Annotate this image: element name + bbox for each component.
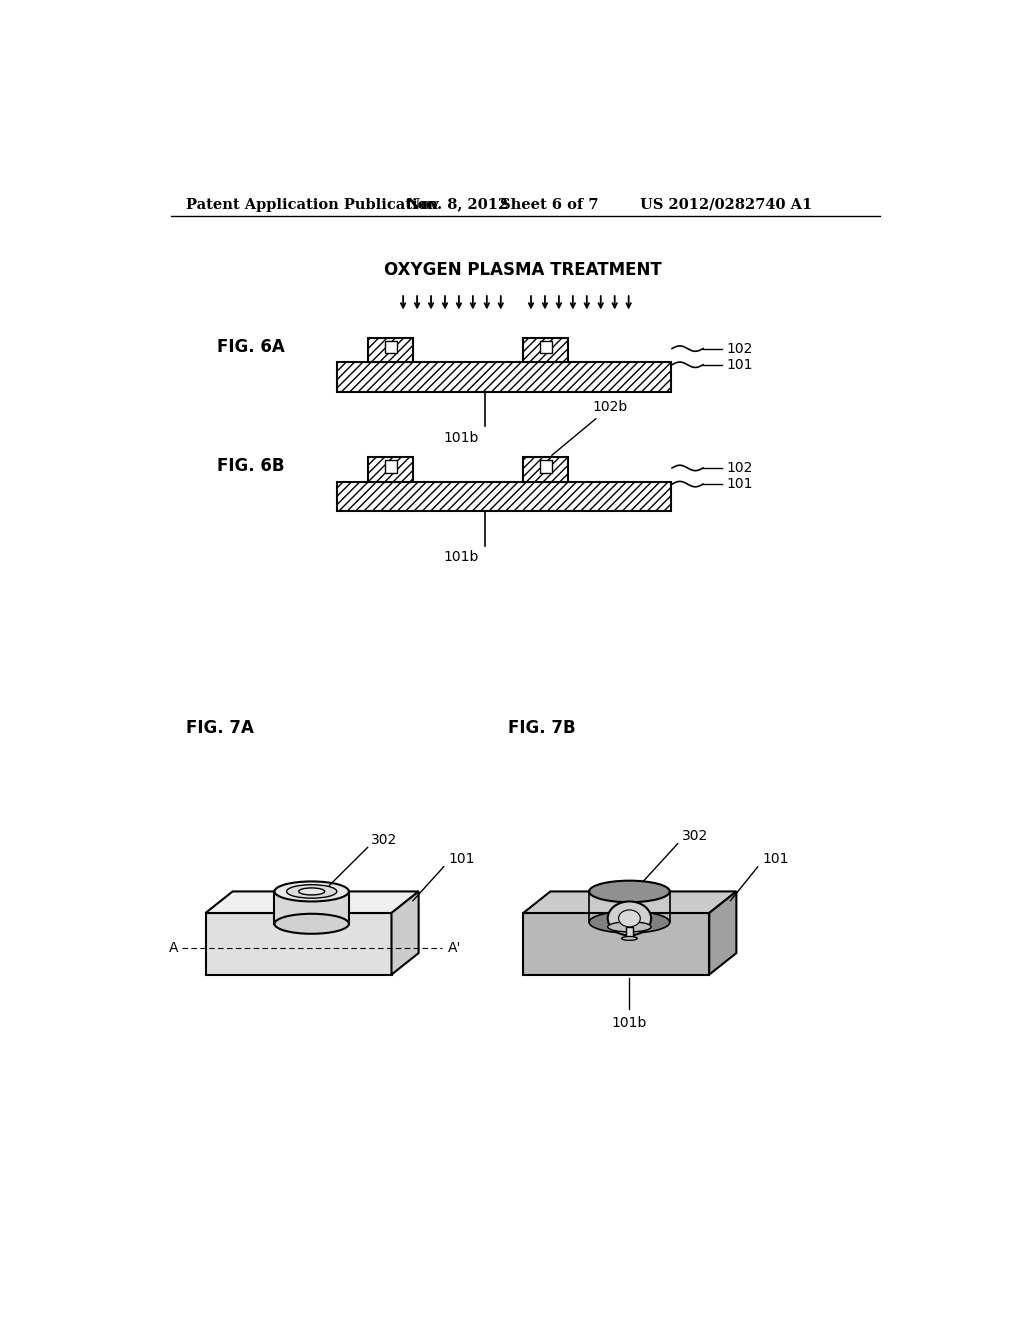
Bar xyxy=(337,363,671,392)
Text: 102b: 102b xyxy=(552,400,628,455)
Text: 101b: 101b xyxy=(611,1016,647,1030)
Ellipse shape xyxy=(274,882,349,902)
Polygon shape xyxy=(523,913,710,974)
Ellipse shape xyxy=(607,902,651,936)
Text: 101: 101 xyxy=(726,477,753,491)
Ellipse shape xyxy=(618,909,640,927)
Polygon shape xyxy=(206,891,419,913)
Text: Sheet 6 of 7: Sheet 6 of 7 xyxy=(500,198,598,211)
Polygon shape xyxy=(710,891,736,974)
Bar xyxy=(540,461,552,473)
Text: FIG. 6A: FIG. 6A xyxy=(217,338,285,356)
Bar xyxy=(337,482,671,511)
Bar xyxy=(523,457,568,482)
Ellipse shape xyxy=(274,913,349,933)
Ellipse shape xyxy=(287,884,337,898)
Bar xyxy=(626,927,633,939)
Ellipse shape xyxy=(622,936,637,940)
Text: 101b: 101b xyxy=(443,430,479,445)
Text: 302: 302 xyxy=(372,833,397,847)
Text: 101: 101 xyxy=(762,853,788,866)
Text: US 2012/0282740 A1: US 2012/0282740 A1 xyxy=(640,198,812,211)
Ellipse shape xyxy=(607,921,651,932)
Text: OXYGEN PLASMA TREATMENT: OXYGEN PLASMA TREATMENT xyxy=(384,261,663,279)
Bar xyxy=(523,338,568,363)
Text: Nov. 8, 2012: Nov. 8, 2012 xyxy=(407,198,508,211)
Text: 101: 101 xyxy=(726,358,753,372)
Text: FIG. 7B: FIG. 7B xyxy=(508,719,575,737)
Text: A: A xyxy=(169,941,178,954)
Text: 302: 302 xyxy=(682,829,709,843)
Polygon shape xyxy=(391,891,419,974)
Polygon shape xyxy=(523,891,736,913)
Ellipse shape xyxy=(589,911,670,933)
Ellipse shape xyxy=(589,880,670,903)
Polygon shape xyxy=(206,913,391,974)
Bar xyxy=(540,341,552,354)
Text: FIG. 6B: FIG. 6B xyxy=(217,458,285,475)
Text: FIG. 7A: FIG. 7A xyxy=(186,719,254,737)
Bar xyxy=(385,461,397,473)
Text: A': A' xyxy=(449,941,462,954)
Bar xyxy=(274,891,349,924)
Text: 101b: 101b xyxy=(443,550,479,564)
Text: 102: 102 xyxy=(726,461,753,475)
Text: Patent Application Publication: Patent Application Publication xyxy=(186,198,438,211)
Text: 101: 101 xyxy=(449,853,474,866)
Bar xyxy=(369,338,414,363)
Ellipse shape xyxy=(299,888,325,895)
Bar xyxy=(385,341,397,354)
Text: 102: 102 xyxy=(726,342,753,355)
Bar xyxy=(369,457,414,482)
